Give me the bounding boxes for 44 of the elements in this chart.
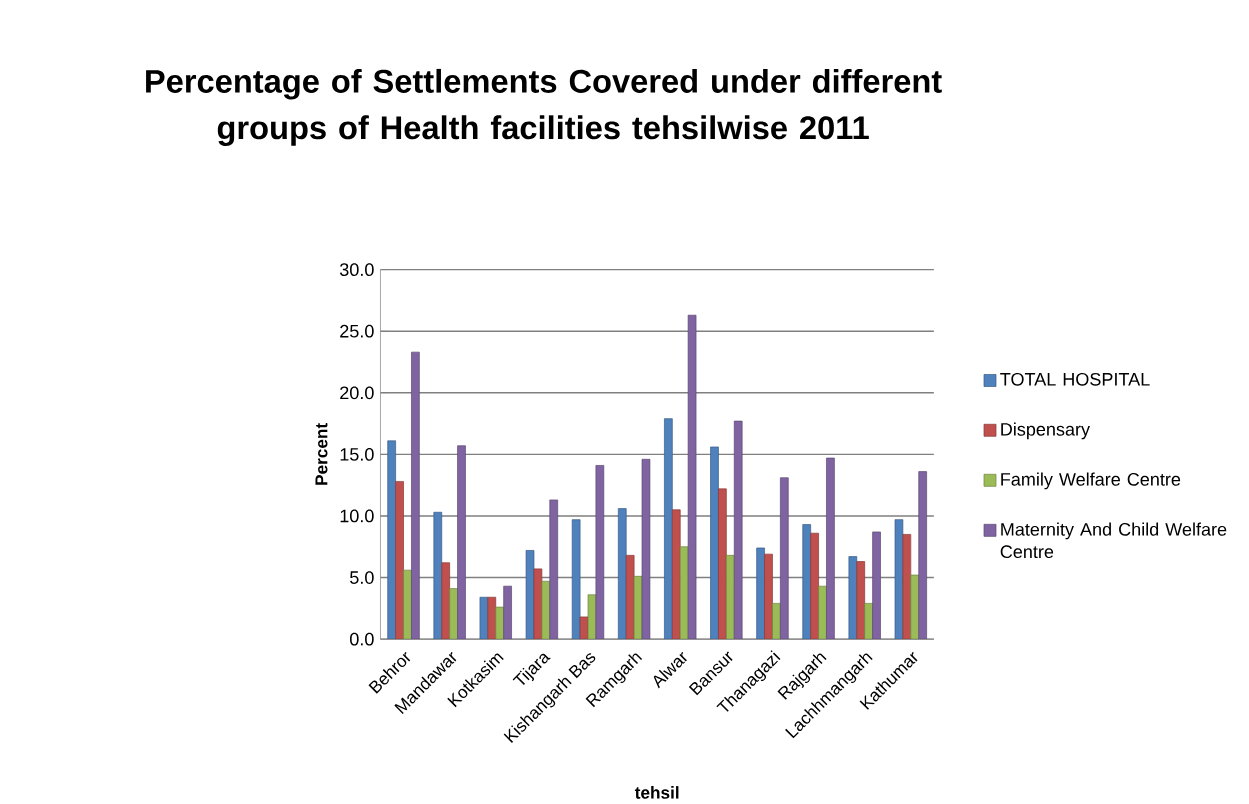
bar xyxy=(733,420,743,639)
bar xyxy=(541,580,551,639)
bar xyxy=(641,458,651,639)
legend-label: TOTAL HOSPITAL xyxy=(1000,372,1150,386)
bar xyxy=(826,457,835,639)
bar xyxy=(772,602,781,639)
bar xyxy=(595,464,605,639)
bar xyxy=(587,594,597,639)
bar xyxy=(617,507,627,639)
bar xyxy=(864,602,873,639)
y-tick-label: 10.0 xyxy=(340,509,374,523)
y-tick-label: 30.0 xyxy=(339,263,374,276)
bar xyxy=(411,351,420,639)
bar xyxy=(495,606,505,639)
bar xyxy=(525,549,535,639)
bar xyxy=(918,471,927,639)
legend-label: Maternity And Child Welfare Centre xyxy=(1000,522,1227,558)
bar xyxy=(549,499,559,639)
bar xyxy=(872,531,881,639)
bar xyxy=(687,314,697,639)
bar xyxy=(633,575,643,639)
bar xyxy=(571,519,581,639)
bar xyxy=(818,585,827,639)
bar xyxy=(725,554,735,639)
y-tick-label: 15.0 xyxy=(340,447,374,461)
legend-label: Dispensary xyxy=(1001,422,1090,440)
bar xyxy=(387,440,396,639)
y-tick-label: 25.0 xyxy=(340,324,374,338)
chart-title: Percentage of Settlements Covered under different groups of Health facilities tehsilwise 2011 xyxy=(146,68,942,146)
bar xyxy=(449,588,458,639)
bar xyxy=(910,574,920,639)
y-tick-label: 0.0 xyxy=(350,632,374,646)
x-axis-title: tehsil xyxy=(634,785,679,799)
bar xyxy=(403,569,412,639)
bar xyxy=(433,511,443,639)
bar xyxy=(780,477,789,639)
y-tick-label: 20.0 xyxy=(340,386,374,399)
legend-label: Family Welfare Centre xyxy=(1001,472,1181,490)
y-tick-label: 5.0 xyxy=(350,570,374,584)
bar xyxy=(710,446,719,639)
bar xyxy=(457,445,466,639)
bar xyxy=(664,418,673,639)
y-axis-title: Percent xyxy=(315,422,328,485)
bar xyxy=(503,585,512,639)
